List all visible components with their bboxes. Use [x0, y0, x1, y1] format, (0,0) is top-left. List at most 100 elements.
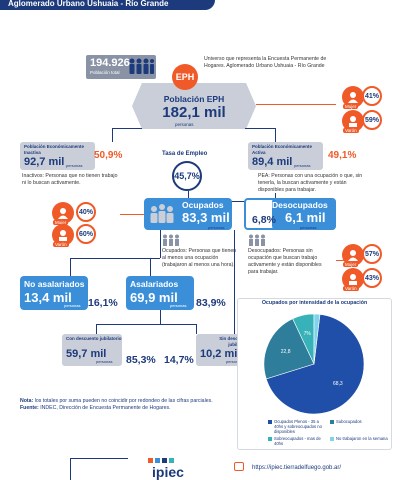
employed-male-pct: 60% — [76, 224, 96, 244]
inactive-pct: 50,9% — [94, 150, 123, 161]
browser-icon — [234, 462, 244, 471]
footer-note: Nota: los totales por suma pueden no coi… — [20, 398, 213, 412]
ipiec-logo: ipiec — [152, 464, 184, 480]
connector-line — [96, 324, 97, 334]
male-icon — [342, 110, 364, 132]
employed-title: Ocupados — [182, 200, 224, 210]
connector-line — [150, 258, 151, 276]
inactive-desc: Inactivos: Personas que no tienen trabaj… — [22, 173, 118, 186]
connector-line — [275, 128, 276, 142]
chart-title: Ocupados por intensidad de la ocupación — [261, 300, 368, 306]
chart-legend: Ocupados Plenos - 35 a 40hs y sobreocupa… — [268, 419, 388, 446]
female-pct: 41% — [362, 86, 382, 106]
footer-url[interactable]: https://ipiec.tierradelfuego.gob.ar/ — [252, 465, 342, 471]
eph-unit: personas — [175, 122, 194, 127]
page-title: Aglomerado Urbano Ushuaia - Río Grande — [8, 0, 169, 8]
unemployed-box-fill — [272, 198, 336, 230]
universe-note: Universo que representa la Encuesta Perm… — [204, 56, 327, 69]
pie-slice-label: 7% — [304, 331, 312, 337]
pie-slice-label: 68,3 — [333, 381, 343, 387]
employed-unit: personas — [208, 225, 225, 230]
connector-line — [336, 260, 344, 261]
eph-title: Población EPH — [163, 94, 225, 104]
legend-label: Sobreocupados - mas de 40hs — [274, 436, 321, 446]
total-population-value: 194.926 — [90, 57, 130, 69]
employed-value: 83,3 mil — [182, 210, 230, 225]
male-label: Varón — [53, 242, 69, 247]
with-pension-title: Con descuento jubilatorio — [66, 336, 122, 341]
salaried-unit: personas — [170, 303, 187, 308]
with-pension-value: 59,7 mil — [66, 348, 107, 360]
non-salaried-pct: 16,1% — [88, 297, 118, 309]
connector-line — [160, 230, 161, 258]
connector-line — [160, 310, 161, 324]
legend-label: Subocupados — [336, 419, 362, 424]
note-text: los totales por suma pueden no coincidir… — [34, 398, 213, 404]
active-value: 89,4 mil — [252, 156, 293, 168]
source-label: Fuente: — [20, 405, 39, 411]
header-banner — [0, 0, 215, 10]
active-unit: personas — [294, 163, 311, 168]
eph-value: 182,1 mil — [162, 104, 226, 121]
unemployed-desc: Desocupados: Personas sin ocupación que … — [248, 248, 322, 275]
people-icon — [249, 234, 265, 246]
total-population-label: Población total — [90, 70, 120, 75]
connector-line — [188, 201, 276, 202]
active-label: Población Económicamente Activa — [252, 144, 313, 155]
with-pension-unit: personas — [96, 359, 113, 364]
legend-swatch — [330, 436, 334, 441]
female-icon — [342, 86, 364, 108]
pie-slice — [263, 318, 315, 380]
female-label: Mujer — [343, 104, 359, 109]
pie-slice-label: 22,8 — [281, 349, 291, 355]
legend-swatch — [330, 419, 334, 424]
with-pension-pct: 85,3% — [126, 354, 156, 366]
document-icon — [70, 458, 128, 480]
connector-line — [256, 104, 336, 105]
connector-line — [70, 258, 160, 259]
workers-icon — [150, 204, 174, 223]
salaried-pct: 83,9% — [196, 297, 226, 309]
non-salaried-value: 13,4 mil — [24, 290, 72, 305]
female-icon — [52, 202, 74, 224]
female-label: Mujer — [343, 262, 359, 267]
legend-swatch — [268, 436, 272, 441]
people-icon — [163, 234, 179, 246]
inactive-label: Población Económicamente Inactiva — [24, 144, 85, 155]
unemployed-female-pct: 57% — [362, 244, 382, 264]
eph-badge: EPH — [172, 64, 198, 90]
inactive-box — [20, 142, 95, 170]
connector-line — [196, 324, 197, 334]
connector-line — [70, 258, 71, 276]
legend-item: Sobreocupados - mas de 40hs — [268, 436, 326, 446]
eph-population-box — [132, 83, 256, 129]
with-pension-box — [62, 334, 122, 366]
pie-slice — [313, 313, 321, 365]
logo-squares-icon — [148, 458, 174, 463]
legend-item: Ocupados Plenos - 35 a 40hs y sobreocupa… — [268, 419, 326, 434]
without-pension-value: 10,2 mil — [200, 348, 241, 360]
connector-line — [245, 128, 275, 129]
female-icon — [342, 244, 364, 266]
employment-rate-value: 45,7% — [172, 161, 202, 191]
female-label: Mujer — [53, 220, 69, 225]
non-salaried-unit: personas — [64, 303, 81, 308]
pie-chart: 68,322,87%1,9% — [263, 313, 365, 415]
legend-item: Subocupados — [330, 419, 388, 434]
people-icon — [129, 58, 154, 74]
employed-desc: Ocupados: Personas que tienen al menos u… — [162, 248, 237, 268]
pie-slice — [265, 314, 365, 415]
male-icon — [52, 224, 74, 246]
note-label: Nota: — [20, 398, 34, 404]
unemployed-unit: personas — [300, 225, 317, 230]
employed-female-pct: 40% — [76, 202, 96, 222]
unemployed-title: Desocupados — [272, 200, 328, 210]
employment-rate-label: Tasa de Empleo — [162, 151, 208, 157]
salaried-title: Asalariados — [130, 279, 179, 289]
legend-item: No trabajaron en la semana — [330, 436, 388, 446]
legend-label: Ocupados Plenos - 35 a 40hs y sobreocupa… — [274, 419, 322, 434]
non-salaried-box — [20, 276, 88, 310]
active-pct: 49,1% — [328, 150, 357, 161]
male-label: Varón — [343, 286, 359, 291]
unemployed-male-pct: 43% — [362, 268, 382, 288]
